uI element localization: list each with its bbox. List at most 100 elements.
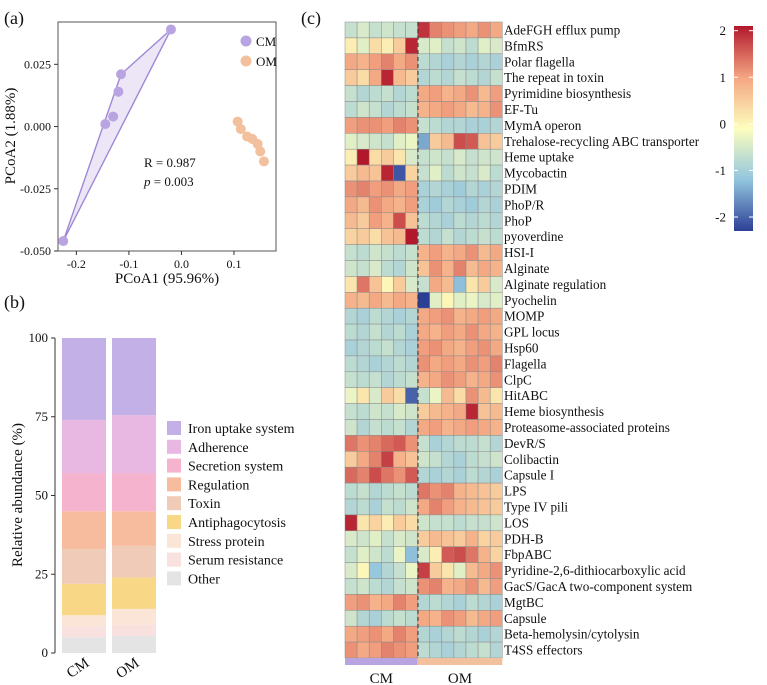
heat-cell-r38-c9 xyxy=(453,625,467,643)
cm-hull-polygon xyxy=(62,28,172,242)
a-xtick-label-2: 0.0 xyxy=(174,257,189,271)
heat-cell-r14-c9 xyxy=(453,244,467,261)
cm-point-0 xyxy=(165,24,176,35)
heat-cell-r28-c4 xyxy=(393,466,406,484)
heat-cell-r17-c2 xyxy=(368,292,382,309)
heat-cell-r31-c1 xyxy=(356,514,370,532)
heat-cell-r31-c10 xyxy=(465,514,479,532)
heat-cell-r10-c4 xyxy=(393,180,406,198)
heat-cell-r30-c2 xyxy=(368,498,382,516)
heat-cell-r21-c10 xyxy=(465,355,479,373)
heatmap-cells xyxy=(344,21,503,659)
bar-cm-iron-uptake-system xyxy=(62,338,106,420)
legend-swatch-5 xyxy=(167,515,181,529)
heat-cell-r36-c1 xyxy=(356,594,370,611)
heat-cell-r14-c0 xyxy=(344,244,358,261)
heat-cell-r22-c1 xyxy=(356,371,370,388)
heat-cell-r6-c10 xyxy=(465,117,479,134)
heat-cell-r25-c9 xyxy=(453,419,467,436)
heat-cell-r5-c1 xyxy=(356,101,370,118)
heat-cell-r5-c3 xyxy=(381,101,394,118)
heat-cell-r24-c5 xyxy=(405,403,418,420)
heat-cell-r5-c7 xyxy=(429,101,443,118)
heat-cell-r13-c5 xyxy=(405,228,418,245)
heat-cell-r34-c8 xyxy=(441,562,455,579)
heat-cell-r24-c2 xyxy=(368,403,382,420)
heat-cell-r13-c6 xyxy=(417,228,430,245)
bar-cm-regulation xyxy=(62,511,106,550)
heat-cell-r6-c12 xyxy=(489,117,503,134)
heat-cell-r14-c7 xyxy=(429,244,443,261)
heat-cell-r2-c12 xyxy=(489,53,503,70)
heat-cell-r14-c2 xyxy=(368,244,382,261)
heat-cell-r3-c0 xyxy=(344,69,358,86)
heat-cell-r19-c5 xyxy=(405,323,418,341)
heat-cell-r38-c12 xyxy=(489,625,503,643)
heat-cell-r26-c1 xyxy=(356,435,370,452)
heat-cell-r26-c2 xyxy=(368,435,382,452)
heat-cell-r38-c7 xyxy=(429,625,443,643)
legend-label-7: Serum resistance xyxy=(188,554,283,569)
heat-cell-r34-c11 xyxy=(477,562,491,579)
heat-cell-r8-c2 xyxy=(368,148,382,166)
b-ytick-label-3: 75 xyxy=(35,409,48,424)
legend-swatch-4 xyxy=(167,496,181,511)
heat-cell-r2-c6 xyxy=(417,53,430,70)
heat-cell-r22-c12 xyxy=(489,371,503,388)
heat-cell-r1-c12 xyxy=(489,37,503,55)
heat-cell-r7-c8 xyxy=(441,133,455,150)
heat-cell-r23-c4 xyxy=(393,387,406,404)
heat-cell-r16-c11 xyxy=(477,276,491,293)
heat-cell-r7-c2 xyxy=(368,133,382,150)
heat-cell-r12-c1 xyxy=(356,212,370,229)
p-annotation: p = 0.003 xyxy=(143,174,194,189)
bar-om-stress-protein xyxy=(112,608,156,625)
heat-cell-r0-c2 xyxy=(368,21,382,39)
heat-cell-r5-c9 xyxy=(453,101,467,118)
heat-cell-r27-c1 xyxy=(356,451,370,468)
heat-cell-r21-c6 xyxy=(417,355,430,373)
heat-cell-r10-c8 xyxy=(441,180,455,198)
heat-cell-r8-c8 xyxy=(441,148,455,166)
heat-cell-r24-c11 xyxy=(477,403,491,420)
b-ytick-label-2: 50 xyxy=(35,488,48,503)
heat-cell-r3-c6 xyxy=(417,69,430,86)
heat-cell-r31-c2 xyxy=(368,514,382,532)
heat-cell-r18-c1 xyxy=(356,307,370,325)
heat-cell-r14-c11 xyxy=(477,244,491,261)
heat-cell-r17-c4 xyxy=(393,292,406,309)
heat-cell-r6-c5 xyxy=(405,117,418,134)
heat-cell-r38-c5 xyxy=(405,625,418,643)
legend-label-4: Toxin xyxy=(188,497,220,512)
heat-cell-r9-c6 xyxy=(417,164,430,182)
heat-cell-r26-c8 xyxy=(441,435,455,452)
heat-cell-r21-c5 xyxy=(405,355,418,373)
heat-cell-r5-c4 xyxy=(393,101,406,118)
heat-cell-r16-c2 xyxy=(368,276,382,293)
heat-cell-r4-c8 xyxy=(441,85,455,102)
heat-cell-r21-c2 xyxy=(368,355,382,373)
heat-cell-r33-c3 xyxy=(381,546,394,563)
heat-cell-r33-c1 xyxy=(356,546,370,563)
heat-cell-r7-c5 xyxy=(405,133,418,150)
row-label-30: Type IV pili xyxy=(504,499,568,514)
heat-cell-r15-c10 xyxy=(465,260,479,277)
panel-b-bars xyxy=(62,338,156,653)
heat-cell-r18-c10 xyxy=(465,307,479,325)
heat-cell-r30-c4 xyxy=(393,498,406,516)
heat-cell-r35-c6 xyxy=(417,578,430,595)
heat-cell-r32-c11 xyxy=(477,530,491,547)
b-ytick-label-0: 0 xyxy=(42,645,49,660)
heat-cell-r30-c0 xyxy=(344,498,358,516)
row-label-20: Hsp60 xyxy=(504,340,539,355)
row-label-35: GacS/GacA two-component system xyxy=(504,579,693,594)
heat-cell-r13-c10 xyxy=(465,228,479,245)
heat-cell-r31-c8 xyxy=(441,514,455,532)
heat-cell-r28-c10 xyxy=(465,466,479,484)
legend-swatch-8 xyxy=(167,571,181,586)
row-label-36: MgtBC xyxy=(504,595,544,610)
heat-cell-r13-c4 xyxy=(393,228,406,245)
heat-cell-r22-c6 xyxy=(417,371,430,388)
heat-cell-r39-c3 xyxy=(381,641,394,659)
row-label-6: MymA operon xyxy=(504,118,582,133)
